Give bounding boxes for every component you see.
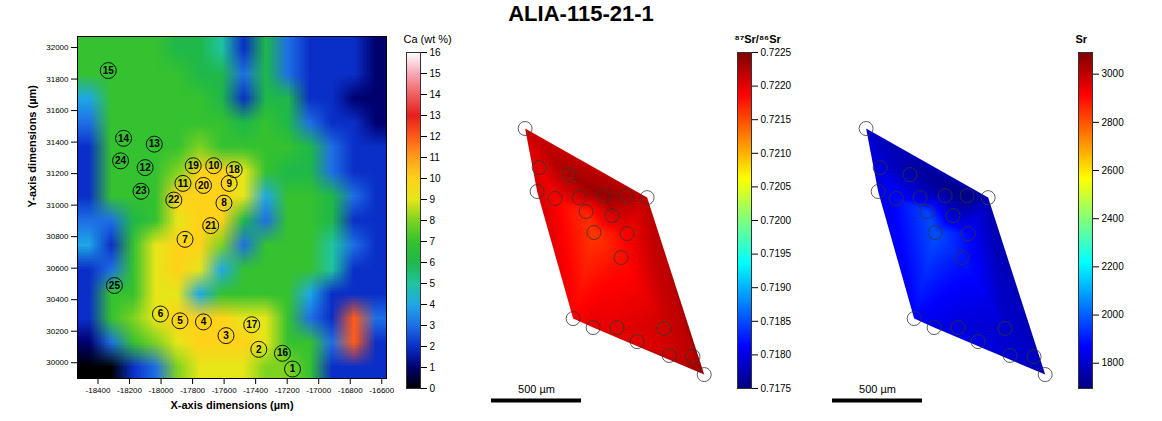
svg-text:2800: 2800 xyxy=(1101,117,1124,128)
svg-text:31800: 31800 xyxy=(46,75,69,84)
svg-text:7: 7 xyxy=(182,234,188,245)
svg-text:10: 10 xyxy=(429,173,441,184)
svg-text:4: 4 xyxy=(200,316,206,327)
svg-text:0.7210: 0.7210 xyxy=(760,148,791,159)
svg-text:12: 12 xyxy=(139,162,151,173)
svg-text:11: 11 xyxy=(177,178,188,189)
svg-text:500 µm: 500 µm xyxy=(859,383,896,395)
svg-text:22: 22 xyxy=(168,194,180,205)
svg-text:-18000: -18000 xyxy=(148,386,173,395)
svg-text:3000: 3000 xyxy=(1101,68,1124,79)
svg-text:Y-axis dimensions (µm): Y-axis dimensions (µm) xyxy=(26,85,38,208)
svg-text:3: 3 xyxy=(429,320,435,331)
html-text:Ca (wt %): Ca (wt %) xyxy=(403,33,452,45)
svg-text:23: 23 xyxy=(135,185,147,196)
svg-text:0.7175: 0.7175 xyxy=(760,383,791,394)
svg-text:25: 25 xyxy=(108,280,120,291)
svg-text:15: 15 xyxy=(102,65,114,76)
svg-text:11: 11 xyxy=(429,152,440,163)
svg-text:6: 6 xyxy=(429,257,435,268)
svg-text:18: 18 xyxy=(228,164,240,175)
svg-text:2000: 2000 xyxy=(1101,309,1124,320)
svg-text:30200: 30200 xyxy=(46,327,69,336)
svg-text:15: 15 xyxy=(429,68,441,79)
svg-text:0.7195: 0.7195 xyxy=(760,248,791,259)
svg-text:-16600: -16600 xyxy=(369,386,394,395)
svg-text:31400: 31400 xyxy=(46,138,69,147)
svg-text:-17200: -17200 xyxy=(274,386,299,395)
svg-text:-16800: -16800 xyxy=(337,386,362,395)
svg-text:0: 0 xyxy=(429,383,435,394)
svg-text:0.7225: 0.7225 xyxy=(760,47,791,58)
svg-text:16: 16 xyxy=(276,347,288,358)
svg-text:0.7205: 0.7205 xyxy=(760,181,791,192)
svg-text:20: 20 xyxy=(197,180,209,191)
svg-text:16: 16 xyxy=(429,47,441,58)
svg-text:0.7190: 0.7190 xyxy=(760,282,791,293)
svg-text:32000: 32000 xyxy=(46,43,69,52)
svg-text:0.7220: 0.7220 xyxy=(760,80,791,91)
svg-text:-17600: -17600 xyxy=(211,386,236,395)
svg-text:5: 5 xyxy=(177,315,183,326)
svg-text:6: 6 xyxy=(157,308,163,319)
svg-text:24: 24 xyxy=(114,155,126,166)
svg-text:9: 9 xyxy=(226,178,232,189)
svg-text:-18200: -18200 xyxy=(117,386,142,395)
svg-text:2: 2 xyxy=(429,341,435,352)
html-text:⁸⁷Sr/⁸⁶Sr: ⁸⁷Sr/⁸⁶Sr xyxy=(734,33,781,45)
svg-text:12: 12 xyxy=(429,131,441,142)
svg-text:31200: 31200 xyxy=(46,169,69,178)
svg-text:14: 14 xyxy=(117,133,129,144)
svg-text:2400: 2400 xyxy=(1101,213,1124,224)
svg-text:30000: 30000 xyxy=(46,358,69,367)
svg-text:31600: 31600 xyxy=(46,106,69,115)
svg-text:-17000: -17000 xyxy=(306,386,331,395)
svg-text:13: 13 xyxy=(148,138,160,149)
svg-text:31000: 31000 xyxy=(46,201,69,210)
svg-text:0.7180: 0.7180 xyxy=(760,349,791,360)
svg-text:30800: 30800 xyxy=(46,232,69,241)
svg-text:500 µm: 500 µm xyxy=(518,383,555,395)
svg-text:-17800: -17800 xyxy=(180,386,205,395)
html-text:ALIA-115-21-1: ALIA-115-21-1 xyxy=(508,1,654,26)
svg-text:14: 14 xyxy=(429,89,441,100)
svg-text:8: 8 xyxy=(221,197,227,208)
svg-text:1: 1 xyxy=(289,363,295,374)
svg-text:5: 5 xyxy=(429,278,435,289)
svg-text:19: 19 xyxy=(187,160,199,171)
svg-text:2: 2 xyxy=(256,344,262,355)
svg-text:0.7200: 0.7200 xyxy=(760,215,791,226)
svg-text:2200: 2200 xyxy=(1101,261,1124,272)
svg-text:1: 1 xyxy=(429,362,435,373)
svg-text:17: 17 xyxy=(246,319,258,330)
svg-text:0.7215: 0.7215 xyxy=(760,114,791,125)
svg-text:9: 9 xyxy=(429,194,435,205)
svg-text:-17400: -17400 xyxy=(243,386,268,395)
svg-text:3: 3 xyxy=(223,330,229,341)
svg-text:2600: 2600 xyxy=(1101,165,1124,176)
svg-text:1800: 1800 xyxy=(1101,357,1124,368)
svg-text:21: 21 xyxy=(205,220,217,231)
svg-text:8: 8 xyxy=(429,215,435,226)
svg-text:30400: 30400 xyxy=(46,295,69,304)
svg-text:13: 13 xyxy=(429,110,441,121)
svg-text:30600: 30600 xyxy=(46,264,69,273)
svg-text:10: 10 xyxy=(208,160,220,171)
html-text:Sr: Sr xyxy=(1075,33,1088,45)
svg-text:4: 4 xyxy=(429,299,435,310)
svg-text:X-axis dimensions (µm): X-axis dimensions (µm) xyxy=(170,399,293,411)
svg-text:-18400: -18400 xyxy=(85,386,110,395)
svg-text:7: 7 xyxy=(429,236,435,247)
svg-text:0.7185: 0.7185 xyxy=(760,316,791,327)
